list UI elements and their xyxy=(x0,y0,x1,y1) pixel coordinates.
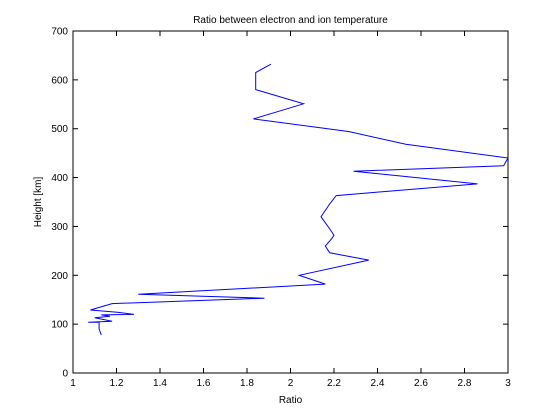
y-tick-label: 200 xyxy=(51,271,68,282)
y-tick-label: 600 xyxy=(51,75,68,86)
x-tick-label: 2.2 xyxy=(327,378,341,389)
x-tick-label: 1.2 xyxy=(110,378,124,389)
y-tick-label: 500 xyxy=(51,124,68,135)
series-layer xyxy=(88,63,509,336)
x-tick-label: 2 xyxy=(288,378,294,389)
x-tick-label: 3 xyxy=(505,378,511,389)
x-tick-label: 2.8 xyxy=(458,378,472,389)
series-line xyxy=(88,63,509,336)
x-tick-label: 1.4 xyxy=(153,378,167,389)
x-tick-label: 2.4 xyxy=(371,378,385,389)
y-tick-label: 100 xyxy=(51,320,68,331)
chart-title: Ratio between electron and ion temperatu… xyxy=(193,15,388,26)
y-tick-label: 400 xyxy=(51,173,68,184)
plot-area xyxy=(72,30,509,374)
x-tick-label: 2.6 xyxy=(414,378,428,389)
y-tick-label: 700 xyxy=(51,27,68,38)
y-tick-label: 300 xyxy=(51,222,68,233)
axis-ticks: 1 1.2 1.4 1.6 1.8 2 2.2 2.4 2.6 2.8 3 0 100 200 300 400… xyxy=(51,27,511,390)
x-tick-label: 1 xyxy=(70,378,76,389)
x-tick-label: 1.6 xyxy=(197,378,211,389)
x-tick-label: 1.8 xyxy=(240,378,254,389)
x-axis-label: Ratio xyxy=(279,395,303,406)
y-axis-label: Height [km] xyxy=(33,176,44,227)
y-tick-label: 0 xyxy=(62,369,68,380)
